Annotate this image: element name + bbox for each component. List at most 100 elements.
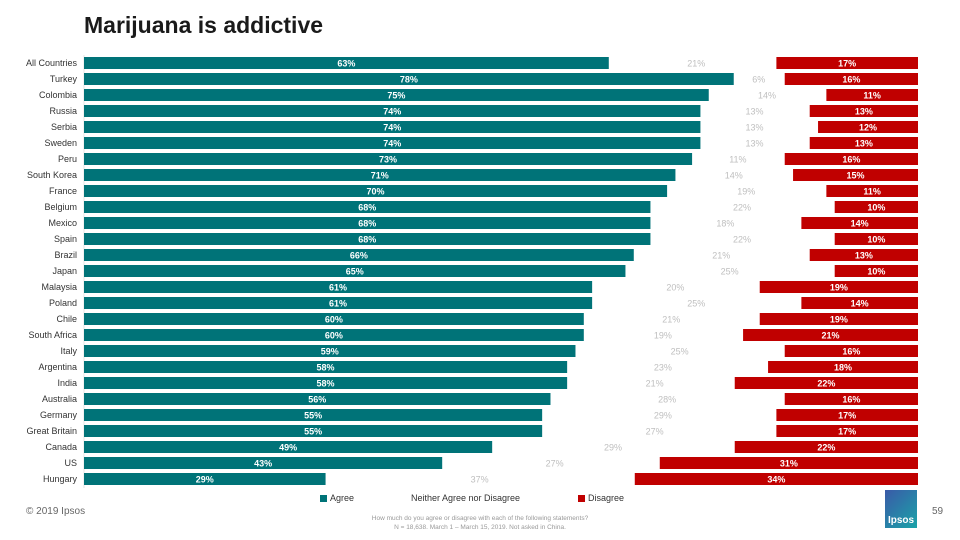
category-label: Hungary (43, 474, 78, 484)
bar-disagree (809, 105, 918, 117)
data-label-neither: 13% (746, 139, 764, 149)
data-label-disagree: 12% (859, 123, 877, 133)
legend-label: Neither Agree nor Disagree (411, 493, 521, 503)
ipsos-logo: Ipsos (885, 490, 917, 528)
data-label-neither: 28% (658, 395, 676, 405)
data-label-disagree: 10% (867, 203, 885, 213)
data-label-neither: 29% (654, 411, 672, 421)
bar-disagree (784, 153, 918, 165)
category-label: Mexico (48, 218, 77, 228)
legend-agree: Agree (320, 493, 354, 503)
data-label-neither: 19% (654, 331, 672, 341)
bar-agree (84, 409, 543, 421)
data-label-agree: 29% (196, 475, 214, 485)
data-label-neither: 25% (671, 347, 689, 357)
legend-disagree: Disagree (578, 493, 624, 503)
bar-agree (84, 137, 701, 149)
data-label-agree: 60% (325, 315, 343, 325)
bar-disagree (793, 169, 918, 181)
category-label: Brazil (54, 250, 77, 260)
bar-agree (84, 457, 443, 469)
bar-agree (84, 121, 701, 133)
bar-agree (84, 265, 626, 277)
data-label-agree: 68% (358, 219, 376, 229)
data-label-neither: 14% (725, 171, 743, 181)
bar-disagree (801, 217, 918, 229)
category-label: Turkey (50, 74, 78, 84)
category-label: Great Britain (26, 426, 77, 436)
bar-agree (84, 105, 701, 117)
chart-title: Marijuana is addictive (84, 12, 324, 38)
data-label-neither: 20% (666, 283, 684, 293)
data-label-agree: 43% (254, 459, 272, 469)
bar-agree (84, 377, 568, 389)
data-label-disagree: 15% (847, 171, 865, 181)
bar-disagree (834, 265, 918, 277)
data-label-neither: 25% (687, 299, 705, 309)
bar-agree (84, 169, 676, 181)
footnote: How much do you agree or disagree with e… (0, 514, 960, 532)
bar-disagree (734, 441, 918, 453)
legend-swatch-agree (320, 494, 327, 502)
bar-disagree (834, 233, 918, 245)
data-label-agree: 63% (337, 59, 355, 69)
data-label-agree: 55% (304, 411, 322, 421)
data-label-disagree: 10% (867, 235, 885, 245)
bar-agree (84, 73, 734, 85)
category-label: South Africa (28, 330, 77, 340)
category-label: Canada (45, 442, 77, 452)
bar-agree (84, 473, 326, 485)
data-label-agree: 56% (308, 395, 326, 405)
copyright: © 2019 Ipsos (26, 506, 86, 517)
data-label-agree: 61% (329, 299, 347, 309)
bar-disagree (776, 425, 918, 437)
data-label-disagree: 34% (767, 475, 785, 485)
bar-disagree (784, 345, 918, 357)
data-label-disagree: 13% (855, 251, 873, 261)
category-label: Peru (58, 154, 77, 164)
category-label: Italy (60, 346, 77, 356)
data-label-agree: 78% (400, 75, 418, 85)
bar-disagree (784, 393, 918, 405)
data-label-neither: 21% (687, 59, 705, 69)
category-label: Malaysia (41, 282, 77, 292)
data-label-agree: 71% (371, 171, 389, 181)
data-label-neither: 25% (721, 267, 739, 277)
category-label: Sweden (44, 138, 77, 148)
bar-agree (84, 361, 568, 373)
data-label-neither: 27% (646, 427, 664, 437)
data-label-agree: 68% (358, 203, 376, 213)
data-label-neither: 21% (662, 315, 680, 325)
legend-neither: Neither Agree nor Disagree (411, 493, 520, 503)
bar-disagree (776, 57, 918, 69)
category-label: Argentina (38, 362, 77, 372)
data-label-neither: 23% (654, 363, 672, 373)
data-label-agree: 74% (383, 107, 401, 117)
data-label-disagree: 17% (838, 411, 856, 421)
data-label-disagree: 19% (830, 283, 848, 293)
bar-agree (84, 297, 593, 309)
data-label-agree: 73% (379, 155, 397, 165)
data-label-disagree: 11% (863, 187, 881, 197)
data-label-neither: 22% (733, 235, 751, 245)
category-label: Colombia (39, 90, 77, 100)
data-label-disagree: 22% (817, 379, 835, 389)
category-label: Germany (40, 410, 78, 420)
data-label-disagree: 13% (855, 107, 873, 117)
bar-agree (84, 281, 593, 293)
bar-agree (84, 89, 709, 101)
data-label-disagree: 19% (830, 315, 848, 325)
data-label-agree: 60% (325, 331, 343, 341)
data-label-disagree: 21% (822, 331, 840, 341)
data-label-agree: 49% (279, 443, 297, 453)
legend-label: Disagree (588, 493, 625, 503)
data-label-neither: 11% (729, 155, 746, 165)
category-label: South Korea (27, 170, 77, 180)
data-label-agree: 58% (317, 379, 335, 389)
bar-disagree (826, 89, 918, 101)
bar-disagree (743, 329, 918, 341)
data-label-agree: 55% (304, 427, 322, 437)
data-label-disagree: 17% (838, 59, 856, 69)
data-label-agree: 70% (367, 187, 385, 197)
